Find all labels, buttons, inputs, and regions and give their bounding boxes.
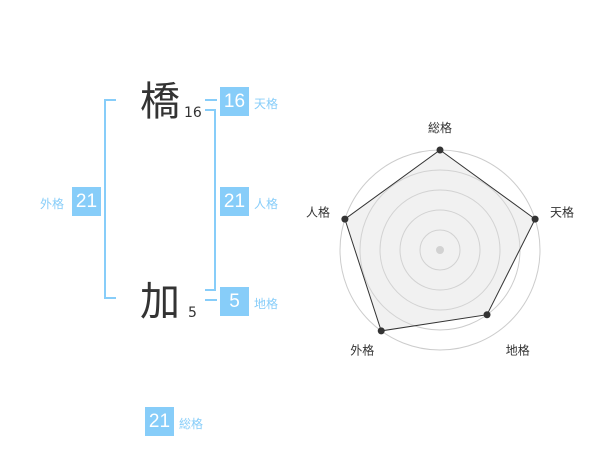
name-char-2: 加: [140, 279, 180, 325]
chikaku-label: 地格: [254, 297, 279, 311]
gaikaku-label: 外格: [40, 197, 65, 211]
grid-ring: [399, 209, 481, 291]
bracket-tick: [104, 297, 116, 299]
stroke-count-1: 16: [184, 105, 202, 121]
tenkaku-value: 16: [220, 87, 249, 116]
soukaku-value: 21: [145, 407, 174, 436]
radar-point: [483, 311, 491, 319]
axis-label: 総格: [428, 120, 452, 135]
jinkaku-bracket: [214, 109, 216, 289]
jinkaku-label: 人格: [254, 197, 279, 211]
radar-point: [377, 327, 385, 335]
axis-label: 地格: [506, 343, 530, 358]
grid-ring: [379, 189, 501, 311]
axis-label: 天格: [550, 204, 574, 219]
chikaku-connector: [205, 299, 217, 301]
center-dot: [436, 246, 444, 254]
chikaku-value: 5: [220, 287, 249, 316]
jinkaku-value: 21: [220, 187, 249, 216]
soukaku-label: 総格: [179, 417, 204, 431]
gaikaku-value: 21: [72, 187, 101, 216]
bracket-tick: [205, 289, 216, 291]
tenkaku-connector: [205, 99, 217, 101]
radar-area: [344, 149, 536, 332]
bracket-tick: [205, 109, 216, 111]
radar-point: [436, 146, 444, 154]
grid-ring: [419, 229, 461, 271]
name-char-1: 橋: [140, 79, 180, 125]
bracket-tick: [104, 99, 116, 101]
radar-point: [531, 215, 539, 223]
radar-point: [341, 215, 349, 223]
tenkaku-label: 天格: [254, 97, 279, 111]
stroke-count-2: 5: [188, 305, 197, 321]
axis-label: 外格: [350, 343, 374, 358]
axis-label: 人格: [306, 204, 330, 219]
gaikaku-bracket: [104, 99, 106, 299]
